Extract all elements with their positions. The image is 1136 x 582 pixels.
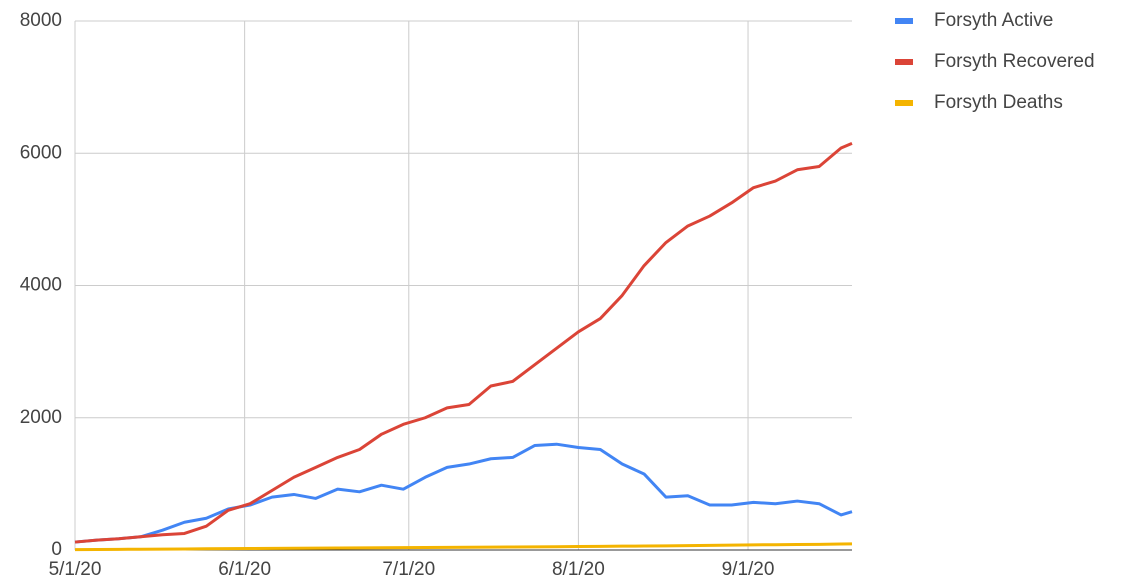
legend-swatch	[895, 59, 913, 65]
y-tick-label: 8000	[20, 10, 62, 31]
legend-label: Forsyth Recovered	[934, 51, 1095, 72]
legend-label: Forsyth Active	[934, 10, 1053, 31]
series-line	[74, 141, 853, 544]
x-tick-label: 8/1/20	[552, 559, 605, 580]
x-tick-label: 9/1/20	[722, 559, 775, 580]
y-tick-label: 6000	[20, 142, 62, 163]
y-tick-label: 0	[51, 539, 62, 560]
series-line	[74, 442, 853, 544]
y-tick-label: 4000	[20, 275, 62, 296]
legend-label: Forsyth Deaths	[934, 92, 1063, 113]
x-tick-label: 6/1/20	[218, 559, 271, 580]
legend-swatch	[895, 18, 913, 24]
x-tick-label: 7/1/20	[382, 559, 435, 580]
series-line	[74, 542, 853, 552]
x-tick-label: 5/1/20	[49, 559, 102, 580]
y-tick-label: 2000	[20, 407, 62, 428]
legend-swatch	[895, 100, 913, 106]
